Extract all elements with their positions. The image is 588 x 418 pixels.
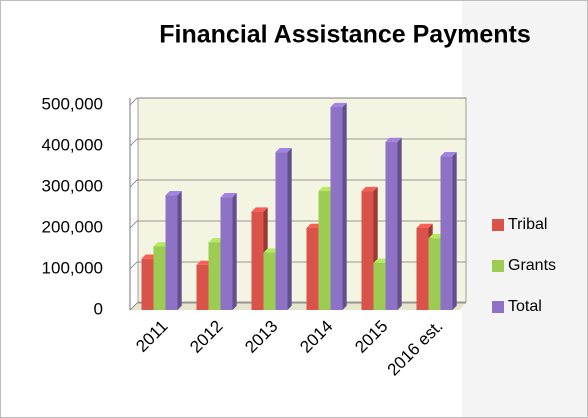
bar [428, 238, 441, 310]
grid-line [129, 179, 466, 188]
bar-top [251, 207, 268, 212]
bar-top [165, 191, 182, 196]
bar [373, 262, 386, 310]
bar [306, 228, 319, 310]
legend-swatch [492, 219, 504, 231]
bar-side [287, 147, 292, 310]
bar-top [416, 223, 433, 228]
bar [263, 252, 276, 310]
bar-side [342, 102, 347, 310]
bar [275, 152, 288, 310]
bar-top [361, 186, 378, 192]
bar [361, 191, 374, 310]
bar-top [440, 152, 457, 157]
legend-swatch [492, 260, 504, 272]
side-panel [462, 1, 587, 417]
plot-area [137, 97, 467, 303]
grid-line [129, 302, 466, 311]
grid-line [129, 220, 466, 229]
y-tick-label: 400,000 [42, 135, 103, 154]
bar [196, 264, 209, 310]
y-tick-label: 500,000 [42, 94, 103, 113]
bar [153, 246, 166, 310]
bar [440, 156, 453, 310]
bar-side [452, 152, 457, 310]
bar [208, 242, 221, 310]
chart-title: Financial Assistance Payments [159, 21, 530, 49]
bar [251, 211, 264, 310]
bar [220, 197, 233, 310]
bar [141, 258, 154, 310]
bar-side [177, 191, 182, 310]
y-tick-label: 200,000 [42, 217, 103, 236]
bar [330, 107, 343, 310]
y-tick-label: 0 [94, 299, 103, 318]
legend-label: Grants [508, 257, 556, 274]
bar [165, 195, 178, 310]
grid-line [129, 261, 466, 270]
legend-label: Tribal [508, 216, 547, 233]
bar-top [275, 147, 292, 153]
bar-side [397, 137, 402, 310]
bar [318, 191, 331, 310]
bar-top [385, 137, 402, 142]
bar-top [330, 102, 347, 108]
bar-top [220, 193, 237, 198]
bar [416, 228, 429, 310]
legend-swatch [492, 301, 504, 313]
bar [385, 141, 398, 310]
legend-label: Total [508, 298, 542, 315]
grid-line [129, 138, 466, 147]
y-tick-label: 300,000 [42, 176, 103, 195]
grid-line [129, 97, 466, 106]
y-tick-label: 100,000 [42, 258, 103, 277]
bar-side [232, 193, 237, 310]
